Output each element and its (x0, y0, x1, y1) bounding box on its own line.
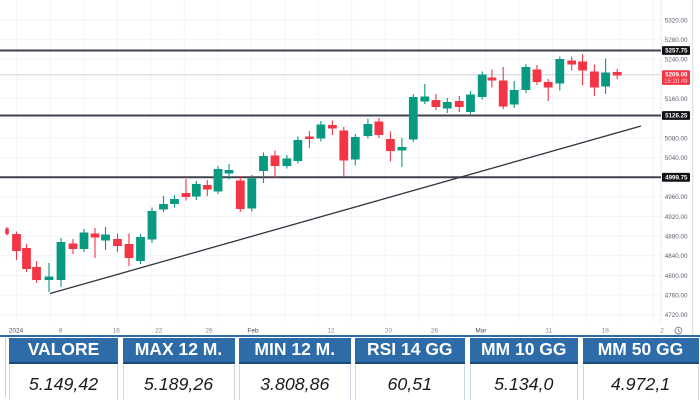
svg-text:16: 16 (113, 328, 121, 335)
svg-text:5209.00: 5209.00 (665, 71, 688, 78)
svg-text:26: 26 (431, 328, 439, 335)
svg-text:26: 26 (205, 328, 213, 335)
svg-text:Mar: Mar (475, 328, 487, 335)
svg-text:5240.00: 5240.00 (665, 57, 688, 64)
svg-text:5280.00: 5280.00 (665, 37, 688, 44)
svg-text:8: 8 (59, 328, 63, 335)
svg-text:5126.25: 5126.25 (665, 113, 688, 120)
svg-text:12: 12 (327, 328, 335, 335)
svg-text:2024: 2024 (9, 328, 24, 335)
svg-text:20: 20 (385, 328, 393, 335)
svg-text:5320.00: 5320.00 (665, 17, 688, 24)
svg-text:5160.00: 5160.00 (665, 96, 688, 103)
svg-text:4880.00: 4880.00 (665, 234, 688, 241)
svg-text:5040.00: 5040.00 (665, 155, 688, 162)
svg-text:Feb: Feb (247, 328, 259, 335)
svg-text:4760.00: 4760.00 (665, 293, 688, 300)
svg-text:22: 22 (155, 328, 163, 335)
svg-text:4720.00: 4720.00 (665, 312, 688, 319)
svg-text:2: 2 (660, 328, 664, 335)
svg-text:4960.00: 4960.00 (665, 194, 688, 201)
svg-text:4920.00: 4920.00 (665, 214, 688, 221)
svg-text:11: 11 (545, 328, 552, 335)
svg-text:15:20:49: 15:20:49 (664, 79, 688, 85)
svg-text:4840.00: 4840.00 (665, 253, 688, 260)
svg-text:4999.75: 4999.75 (665, 175, 688, 182)
svg-text:5257.75: 5257.75 (665, 48, 688, 55)
svg-text:5080.00: 5080.00 (665, 135, 688, 142)
svg-text:18: 18 (602, 328, 610, 335)
svg-text:4800.00: 4800.00 (665, 273, 688, 280)
